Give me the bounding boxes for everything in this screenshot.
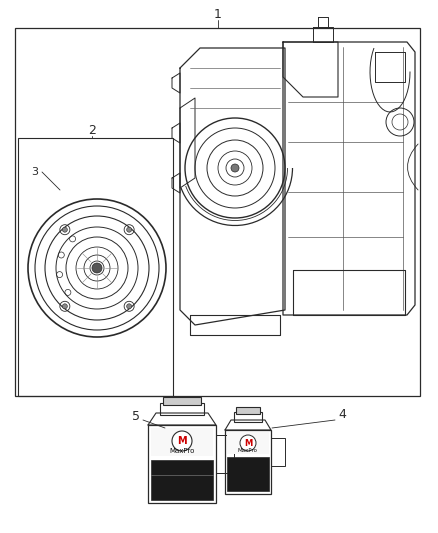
Text: 2: 2 [88, 124, 96, 136]
Bar [227, 432, 269, 454]
Text: 3: 3 [32, 167, 39, 177]
Text: M: M [177, 436, 187, 446]
Bar [18, 138, 173, 396]
Text: MaxPro: MaxPro [238, 448, 258, 454]
Bar [160, 403, 204, 415]
Bar [163, 397, 201, 405]
Circle shape [62, 227, 67, 232]
Bar [227, 457, 269, 491]
Bar [271, 438, 285, 466]
Circle shape [240, 435, 256, 451]
Text: 4: 4 [338, 408, 346, 421]
Circle shape [62, 304, 67, 309]
Circle shape [172, 431, 192, 451]
Text: M: M [244, 439, 252, 448]
Circle shape [127, 304, 132, 309]
Bar [225, 430, 271, 494]
Bar [234, 412, 262, 422]
Text: 5: 5 [132, 409, 140, 423]
Bar [15, 28, 420, 396]
Circle shape [92, 263, 102, 273]
Circle shape [127, 227, 132, 232]
Bar [236, 407, 260, 414]
Text: MaxPro: MaxPro [170, 448, 194, 454]
Bar [151, 460, 213, 500]
Bar [151, 428, 213, 456]
Text: 1: 1 [214, 7, 222, 20]
Circle shape [231, 164, 239, 172]
Bar [148, 425, 216, 503]
Bar [216, 435, 234, 473]
